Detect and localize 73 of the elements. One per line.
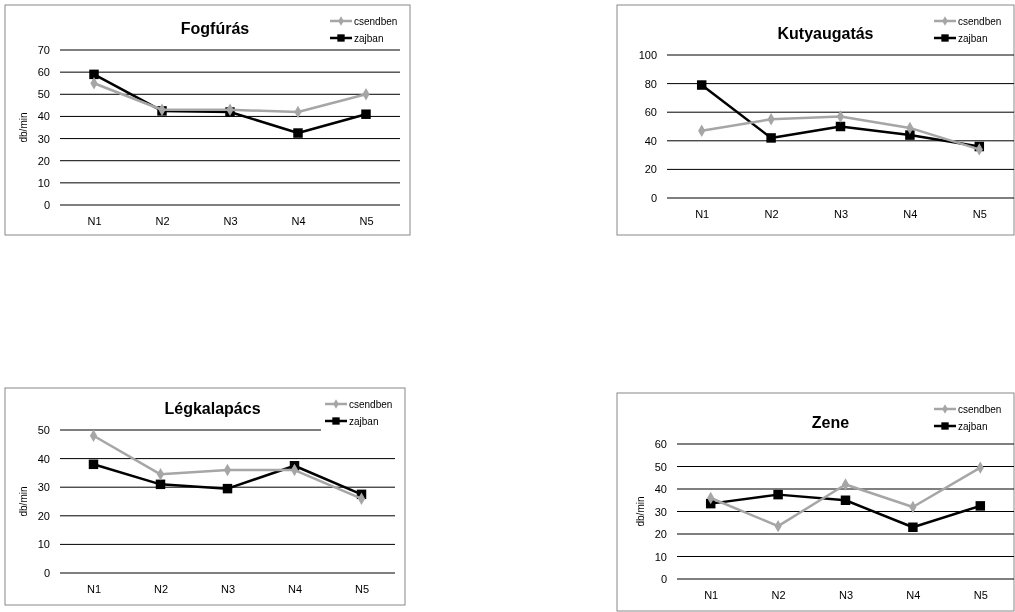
y-tick-label: 60 [644, 106, 657, 119]
y-tick-label: 80 [644, 77, 657, 90]
point [840, 495, 851, 505]
point [222, 483, 233, 494]
y-tick-label: 50 [654, 460, 667, 473]
legend-label: csendben [958, 404, 1002, 415]
point [766, 133, 776, 143]
y-tick-label: 100 [638, 49, 657, 62]
legend-label: zajban [958, 33, 988, 44]
y-tick-label: 40 [644, 134, 657, 147]
y-tick-label: 70 [37, 44, 50, 57]
x-tick-label: N5 [354, 582, 370, 595]
y-tick-label: 60 [37, 66, 50, 79]
x-tick-label: N3 [223, 214, 238, 227]
chart-title: Légkalapács [164, 400, 261, 417]
y-tick-label: 20 [654, 528, 667, 541]
x-tick-label: N5 [972, 207, 987, 220]
y-tick-label: 20 [644, 163, 657, 176]
point [975, 501, 986, 511]
point [293, 128, 303, 138]
y-tick-label: 50 [37, 88, 50, 101]
y-tick-label: 0 [650, 192, 657, 205]
point [908, 522, 918, 532]
legend-label: csendben [349, 399, 393, 410]
y-axis-title: db/min [635, 496, 646, 527]
y-tick-label: 10 [37, 538, 50, 551]
legend-label: zajban [958, 421, 988, 432]
y-tick-label: 0 [43, 567, 50, 580]
x-tick-label: N2 [155, 214, 170, 227]
y-tick-label: 10 [654, 550, 667, 563]
y-tick-label: 40 [37, 452, 50, 465]
legend-label: csendben [958, 16, 1002, 27]
y-tick-label: 0 [43, 199, 50, 212]
y-tick-label: 30 [654, 505, 667, 518]
point [89, 69, 99, 80]
legend-label: zajban [349, 416, 379, 427]
y-tick-label: 10 [37, 176, 50, 189]
point [773, 489, 783, 500]
x-tick-label: N3 [833, 207, 849, 220]
x-tick-label: N1 [87, 214, 102, 227]
x-tick-label: N5 [359, 214, 374, 227]
chart-title: Zene [811, 414, 850, 431]
y-tick-label: 40 [654, 483, 667, 496]
point [696, 80, 707, 90]
chart-title: Fogfúrás [180, 20, 250, 37]
legend-label: csendben [354, 16, 398, 27]
legend-label: zajban [354, 33, 384, 44]
y-tick-label: 20 [37, 509, 50, 522]
y-tick-label: 0 [660, 573, 667, 586]
y-tick-label: 30 [37, 481, 50, 494]
x-tick-label: N1 [695, 207, 710, 220]
x-tick-label: N2 [764, 207, 779, 220]
x-tick-label: N4 [906, 588, 921, 601]
point [88, 459, 99, 470]
y-axis-title: db/min [18, 112, 29, 143]
y-axis-title: db/min [18, 486, 29, 517]
x-tick-label: N2 [153, 582, 169, 595]
y-tick-label: 40 [37, 110, 50, 123]
chart-title: Kutyaugatás [777, 25, 874, 42]
y-tick-label: 20 [37, 154, 50, 167]
y-tick-label: 60 [654, 438, 667, 451]
x-tick-label: N5 [973, 588, 988, 601]
y-tick-label: 50 [37, 424, 50, 437]
point [361, 109, 371, 119]
x-tick-label: N4 [287, 582, 303, 595]
x-tick-label: N4 [291, 214, 306, 227]
x-tick-label: N4 [903, 207, 918, 220]
x-tick-label: N2 [771, 588, 786, 601]
x-tick-label: N3 [838, 588, 854, 601]
x-tick-label: N1 [704, 588, 719, 601]
x-tick-label: N1 [86, 582, 102, 595]
y-tick-label: 30 [37, 132, 50, 145]
x-tick-label: N3 [220, 582, 236, 595]
